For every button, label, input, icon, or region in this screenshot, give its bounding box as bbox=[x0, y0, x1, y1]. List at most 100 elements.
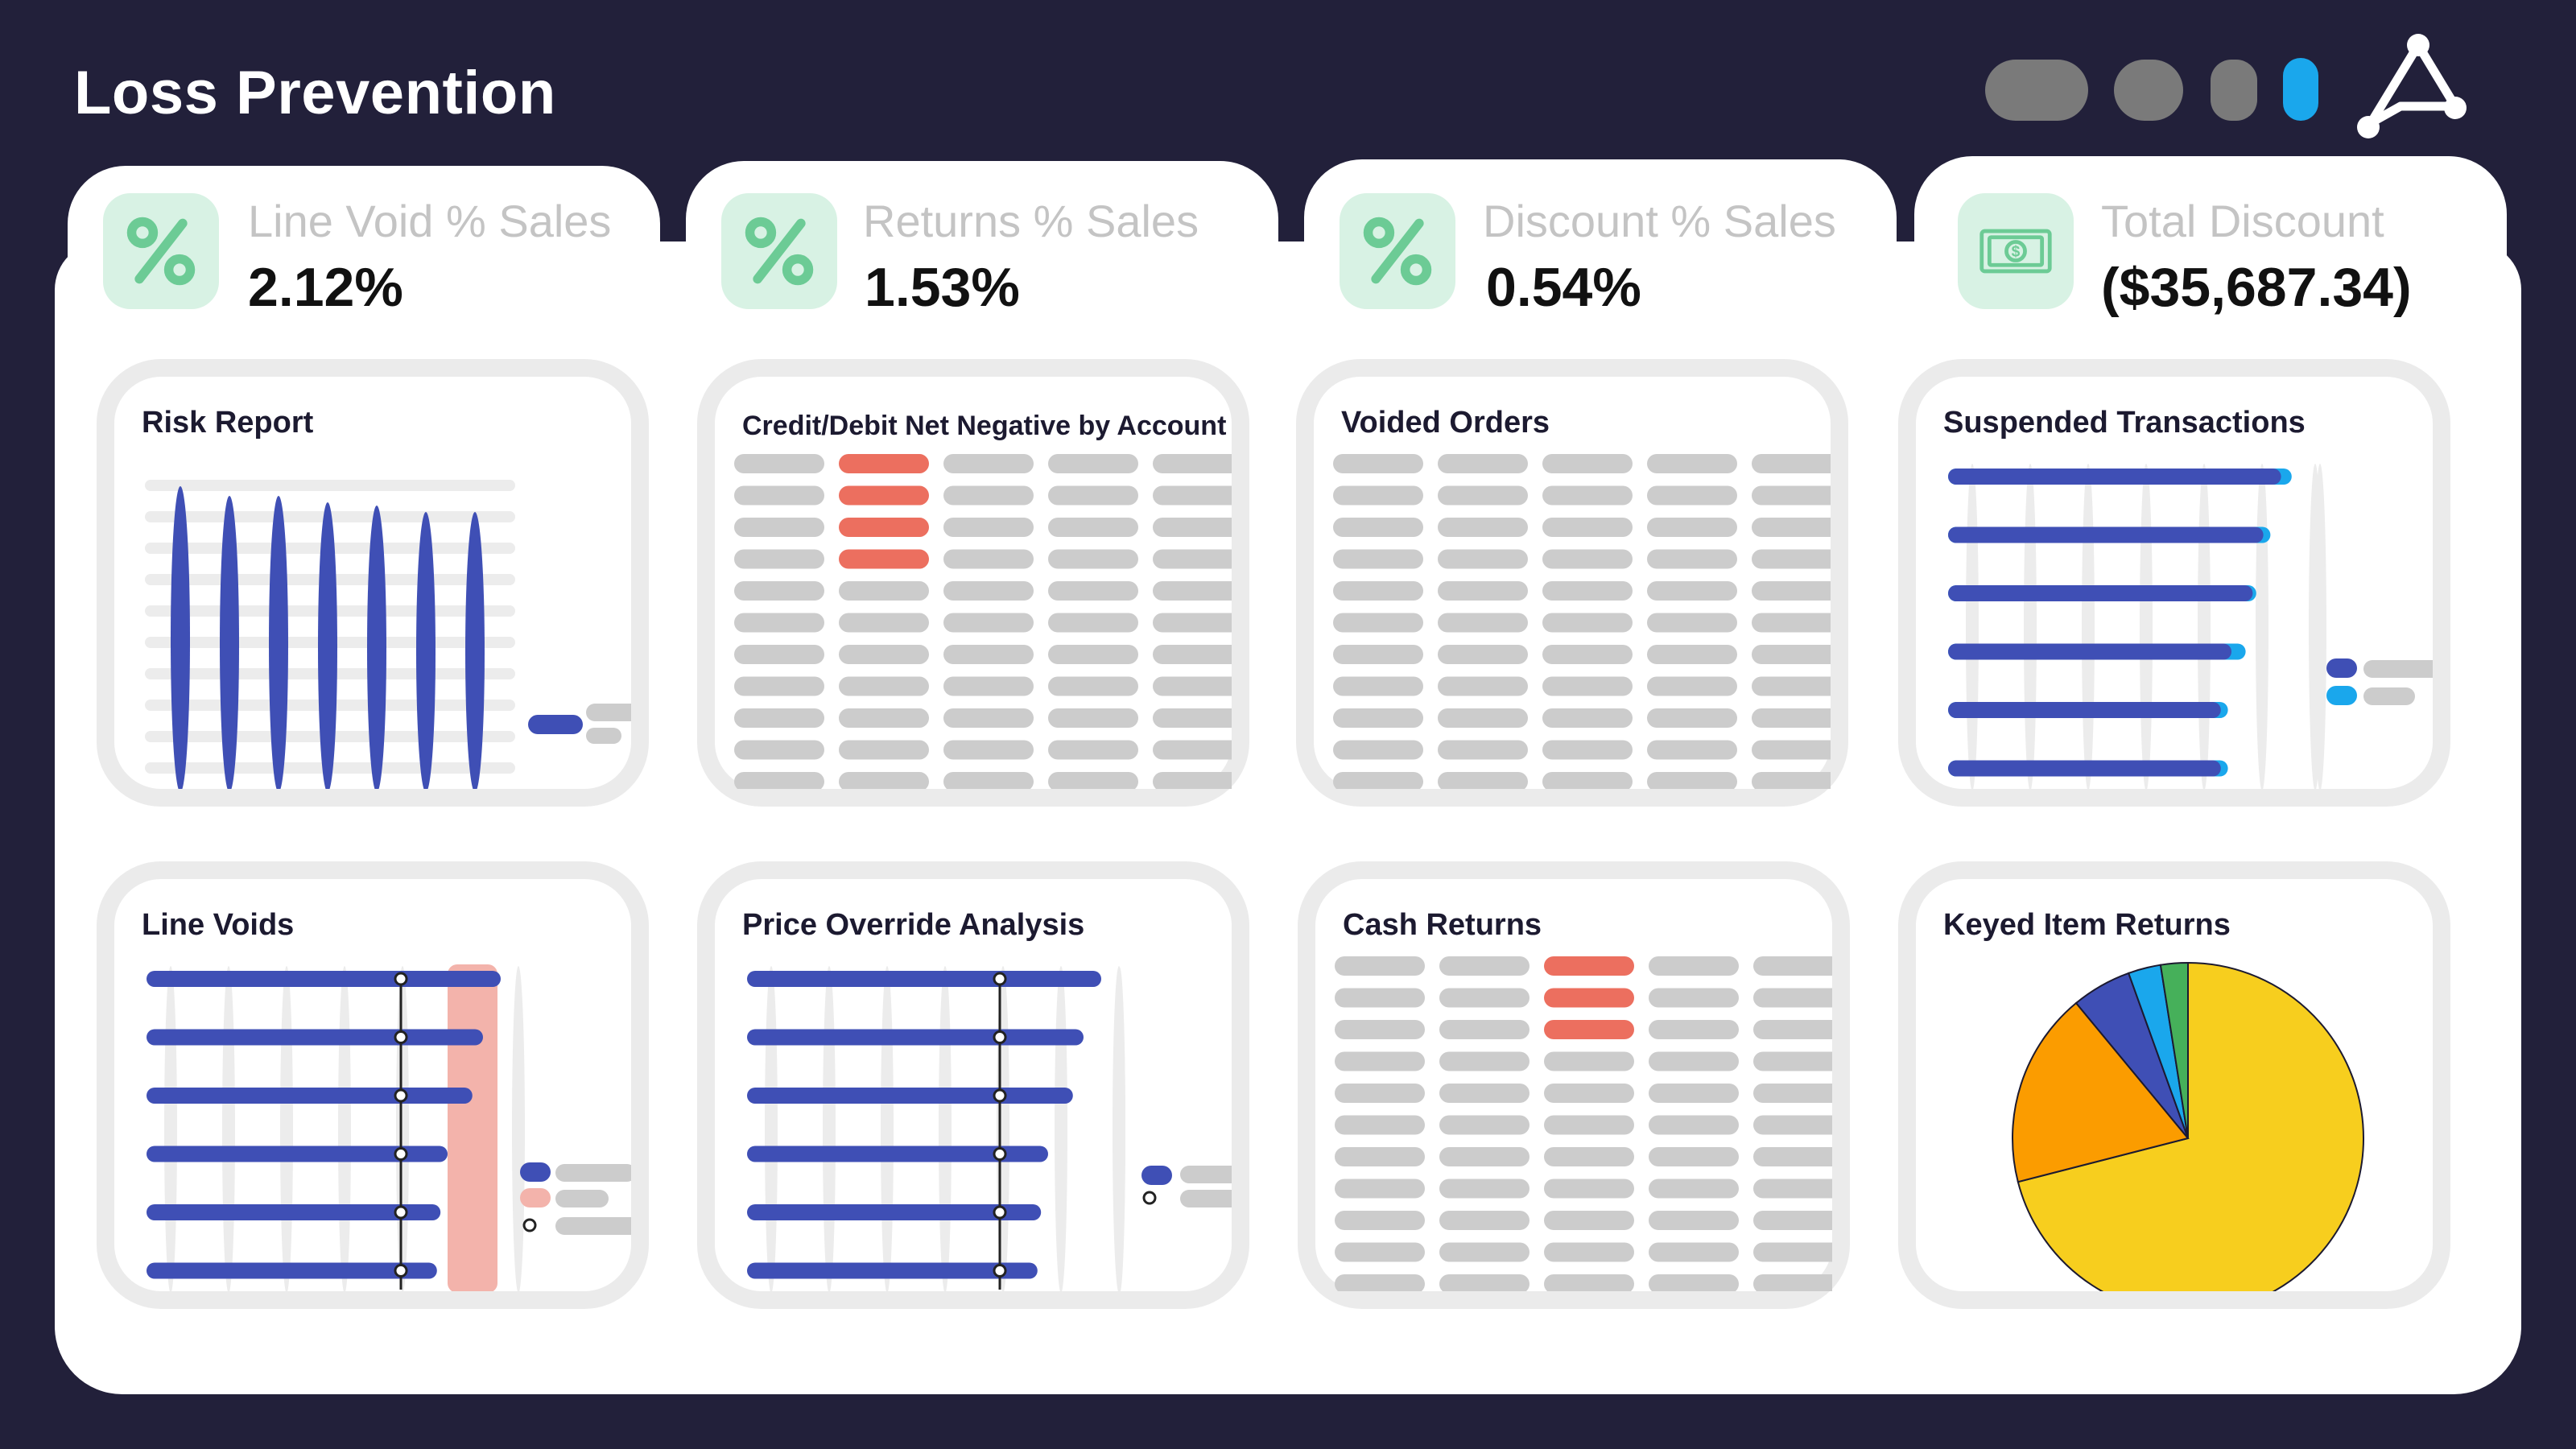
table-cell bbox=[1544, 1274, 1634, 1291]
table-cell bbox=[1439, 1179, 1530, 1199]
gridline bbox=[881, 966, 894, 1291]
table-cell bbox=[1649, 1147, 1739, 1166]
kpi-value: ($35,687.34) bbox=[2101, 257, 2412, 318]
legend-label bbox=[1180, 1190, 1232, 1208]
table-cell bbox=[1153, 518, 1232, 537]
gridline bbox=[222, 966, 235, 1291]
voided-orders-card[interactable]: Voided Orders bbox=[1296, 359, 1848, 807]
table-cell bbox=[1647, 645, 1737, 664]
suspended-transactions-card[interactable]: Suspended Transactions bbox=[1898, 359, 2450, 807]
gridline bbox=[1966, 464, 1979, 789]
highlighted-cell bbox=[839, 549, 929, 569]
table-cell bbox=[1544, 1179, 1634, 1199]
table-cell bbox=[1439, 1242, 1530, 1262]
table-cell bbox=[1544, 1242, 1634, 1262]
table-cell bbox=[1439, 1051, 1530, 1071]
table-cell bbox=[839, 708, 929, 728]
risk-report-card[interactable]: Risk Report bbox=[97, 359, 649, 807]
table-cell bbox=[1439, 1147, 1530, 1166]
price-override-card[interactable]: Price Override Analysis bbox=[697, 861, 1249, 1309]
table-cell bbox=[1647, 485, 1737, 506]
table-cell bbox=[1753, 1179, 1832, 1199]
table-cell bbox=[1438, 708, 1528, 728]
table-cell bbox=[1438, 676, 1528, 696]
kpi-label: Line Void % Sales bbox=[248, 196, 612, 246]
minimize-control[interactable] bbox=[1985, 60, 2088, 121]
table-cell bbox=[1153, 454, 1232, 473]
risk-report-chart bbox=[145, 480, 631, 789]
table-cell bbox=[1335, 1051, 1425, 1071]
table-cell bbox=[1752, 645, 1831, 664]
legend-swatch bbox=[520, 1188, 551, 1208]
voided-orders-table bbox=[1333, 454, 1831, 789]
page-title: Loss Prevention bbox=[74, 59, 556, 127]
reference-point bbox=[394, 972, 408, 986]
table-cell bbox=[943, 645, 1034, 664]
table-cell bbox=[1544, 1115, 1634, 1135]
bar bbox=[147, 1204, 441, 1220]
bar bbox=[367, 506, 386, 789]
keyed-item-returns-card[interactable]: Keyed Item Returns bbox=[1898, 861, 2450, 1309]
restore-control[interactable] bbox=[2114, 60, 2183, 121]
table-cell bbox=[1153, 485, 1232, 506]
reference-point bbox=[394, 1147, 408, 1161]
credit-debit-card[interactable]: Credit/Debit Net Negative by Account bbox=[697, 359, 1249, 807]
cash-returns-card[interactable]: Cash Returns bbox=[1298, 861, 1850, 1309]
gridline bbox=[164, 966, 177, 1291]
legend-label bbox=[2363, 660, 2433, 678]
bar bbox=[1948, 585, 2253, 601]
table-cell bbox=[734, 645, 824, 664]
bar bbox=[1948, 760, 2221, 777]
table-cell bbox=[1753, 1084, 1832, 1103]
table-cell bbox=[1438, 740, 1528, 760]
table-cell bbox=[1048, 454, 1138, 473]
reference-point bbox=[394, 1205, 408, 1220]
legend-marker bbox=[522, 1218, 537, 1232]
table-cell bbox=[1153, 676, 1232, 696]
table-cell bbox=[734, 485, 824, 506]
table-cell bbox=[1335, 1147, 1425, 1166]
table-cell bbox=[1649, 1084, 1739, 1103]
table-cell bbox=[1438, 645, 1528, 664]
table-cell bbox=[1333, 454, 1423, 473]
highlighted-cell bbox=[839, 485, 929, 506]
table-cell bbox=[839, 613, 929, 633]
table-cell bbox=[1048, 676, 1138, 696]
table-cell bbox=[1335, 988, 1425, 1008]
table-cell bbox=[1333, 676, 1423, 696]
table-cell bbox=[1153, 581, 1232, 601]
table-cell bbox=[1752, 708, 1831, 728]
highlighted-cell bbox=[1544, 988, 1634, 1008]
card-title: Cash Returns bbox=[1343, 908, 1542, 942]
suspended-transactions-chart bbox=[1948, 464, 2433, 789]
table-cell bbox=[1438, 581, 1528, 601]
table-cell bbox=[1438, 454, 1528, 473]
reference-point bbox=[993, 1205, 1007, 1220]
table-cell bbox=[1647, 708, 1737, 728]
table-cell bbox=[1753, 1242, 1832, 1262]
legend-label bbox=[586, 728, 621, 744]
table-cell bbox=[1647, 518, 1737, 537]
bar bbox=[220, 496, 239, 789]
card-title: Price Override Analysis bbox=[742, 908, 1085, 942]
table-cell bbox=[839, 740, 929, 760]
money-icon: $ bbox=[1958, 193, 2074, 309]
line-voids-card[interactable]: Line Voids bbox=[97, 861, 649, 1309]
gridline bbox=[997, 966, 1009, 1291]
table-cell bbox=[1438, 613, 1528, 633]
table-cell bbox=[1542, 549, 1633, 569]
table-cell bbox=[1333, 645, 1423, 664]
table-cell bbox=[943, 613, 1034, 633]
bar bbox=[747, 1088, 1073, 1104]
table-cell bbox=[1439, 1115, 1530, 1135]
table-cell bbox=[839, 772, 929, 789]
table-cell bbox=[1752, 518, 1831, 537]
table-cell bbox=[1439, 988, 1530, 1008]
table-cell bbox=[943, 772, 1034, 789]
collapse-control[interactable] bbox=[2211, 60, 2257, 121]
active-control[interactable] bbox=[2283, 58, 2318, 121]
pie-slice bbox=[2012, 1001, 2190, 1183]
table-cell bbox=[1649, 1274, 1739, 1291]
table-cell bbox=[1333, 708, 1423, 728]
table-cell bbox=[943, 454, 1034, 473]
